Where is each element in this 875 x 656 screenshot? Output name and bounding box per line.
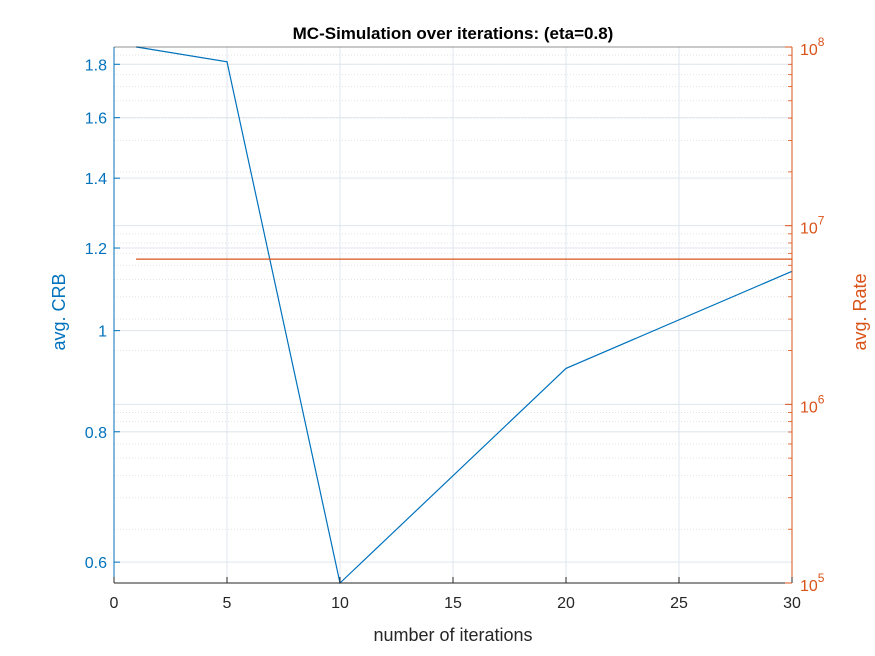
series-point-right: [136, 258, 138, 260]
x-axis-label: number of iterations: [373, 625, 532, 645]
y-left-tick-label: 1.2: [85, 241, 107, 258]
y-right-axis-label: avg. Rate: [850, 273, 870, 350]
y-left-axis-label: avg. CRB: [49, 273, 69, 350]
x-tick-label: 20: [557, 595, 575, 612]
chart-title: MC-Simulation over iterations: (eta=0.8): [293, 24, 614, 43]
y-left-tick-label: 0.6: [85, 555, 107, 572]
y-left-tick-label: 1: [98, 324, 107, 341]
y-right-tick-label: 108: [800, 35, 825, 59]
y-left-tick-label: 0.8: [85, 425, 107, 442]
x-tick-label: 0: [110, 595, 119, 612]
x-tick-label: 25: [670, 595, 688, 612]
y-right-tick-label: 105: [800, 571, 825, 595]
y-left-tick-label: 1.8: [85, 57, 107, 74]
x-tick-label: 5: [223, 595, 232, 612]
x-tick-label: 30: [783, 595, 801, 612]
x-tick-label: 15: [444, 595, 462, 612]
ticks-layer: 0 5 10 15 20 25 30 0.6 0.8 1 1.2 1.4 1.6 1.8 105 106 107…: [85, 35, 825, 612]
major-grid: [114, 47, 792, 583]
x-tick-label: 10: [331, 595, 349, 612]
y-left-tick-label: 1.6: [85, 111, 107, 128]
series-point-left: [565, 367, 567, 370]
y-left-tick-label: 1.4: [85, 171, 107, 188]
series-point-left: [226, 61, 228, 63]
y-right-tick-label: 107: [800, 214, 825, 238]
y-right-tick-label: 106: [800, 392, 825, 416]
